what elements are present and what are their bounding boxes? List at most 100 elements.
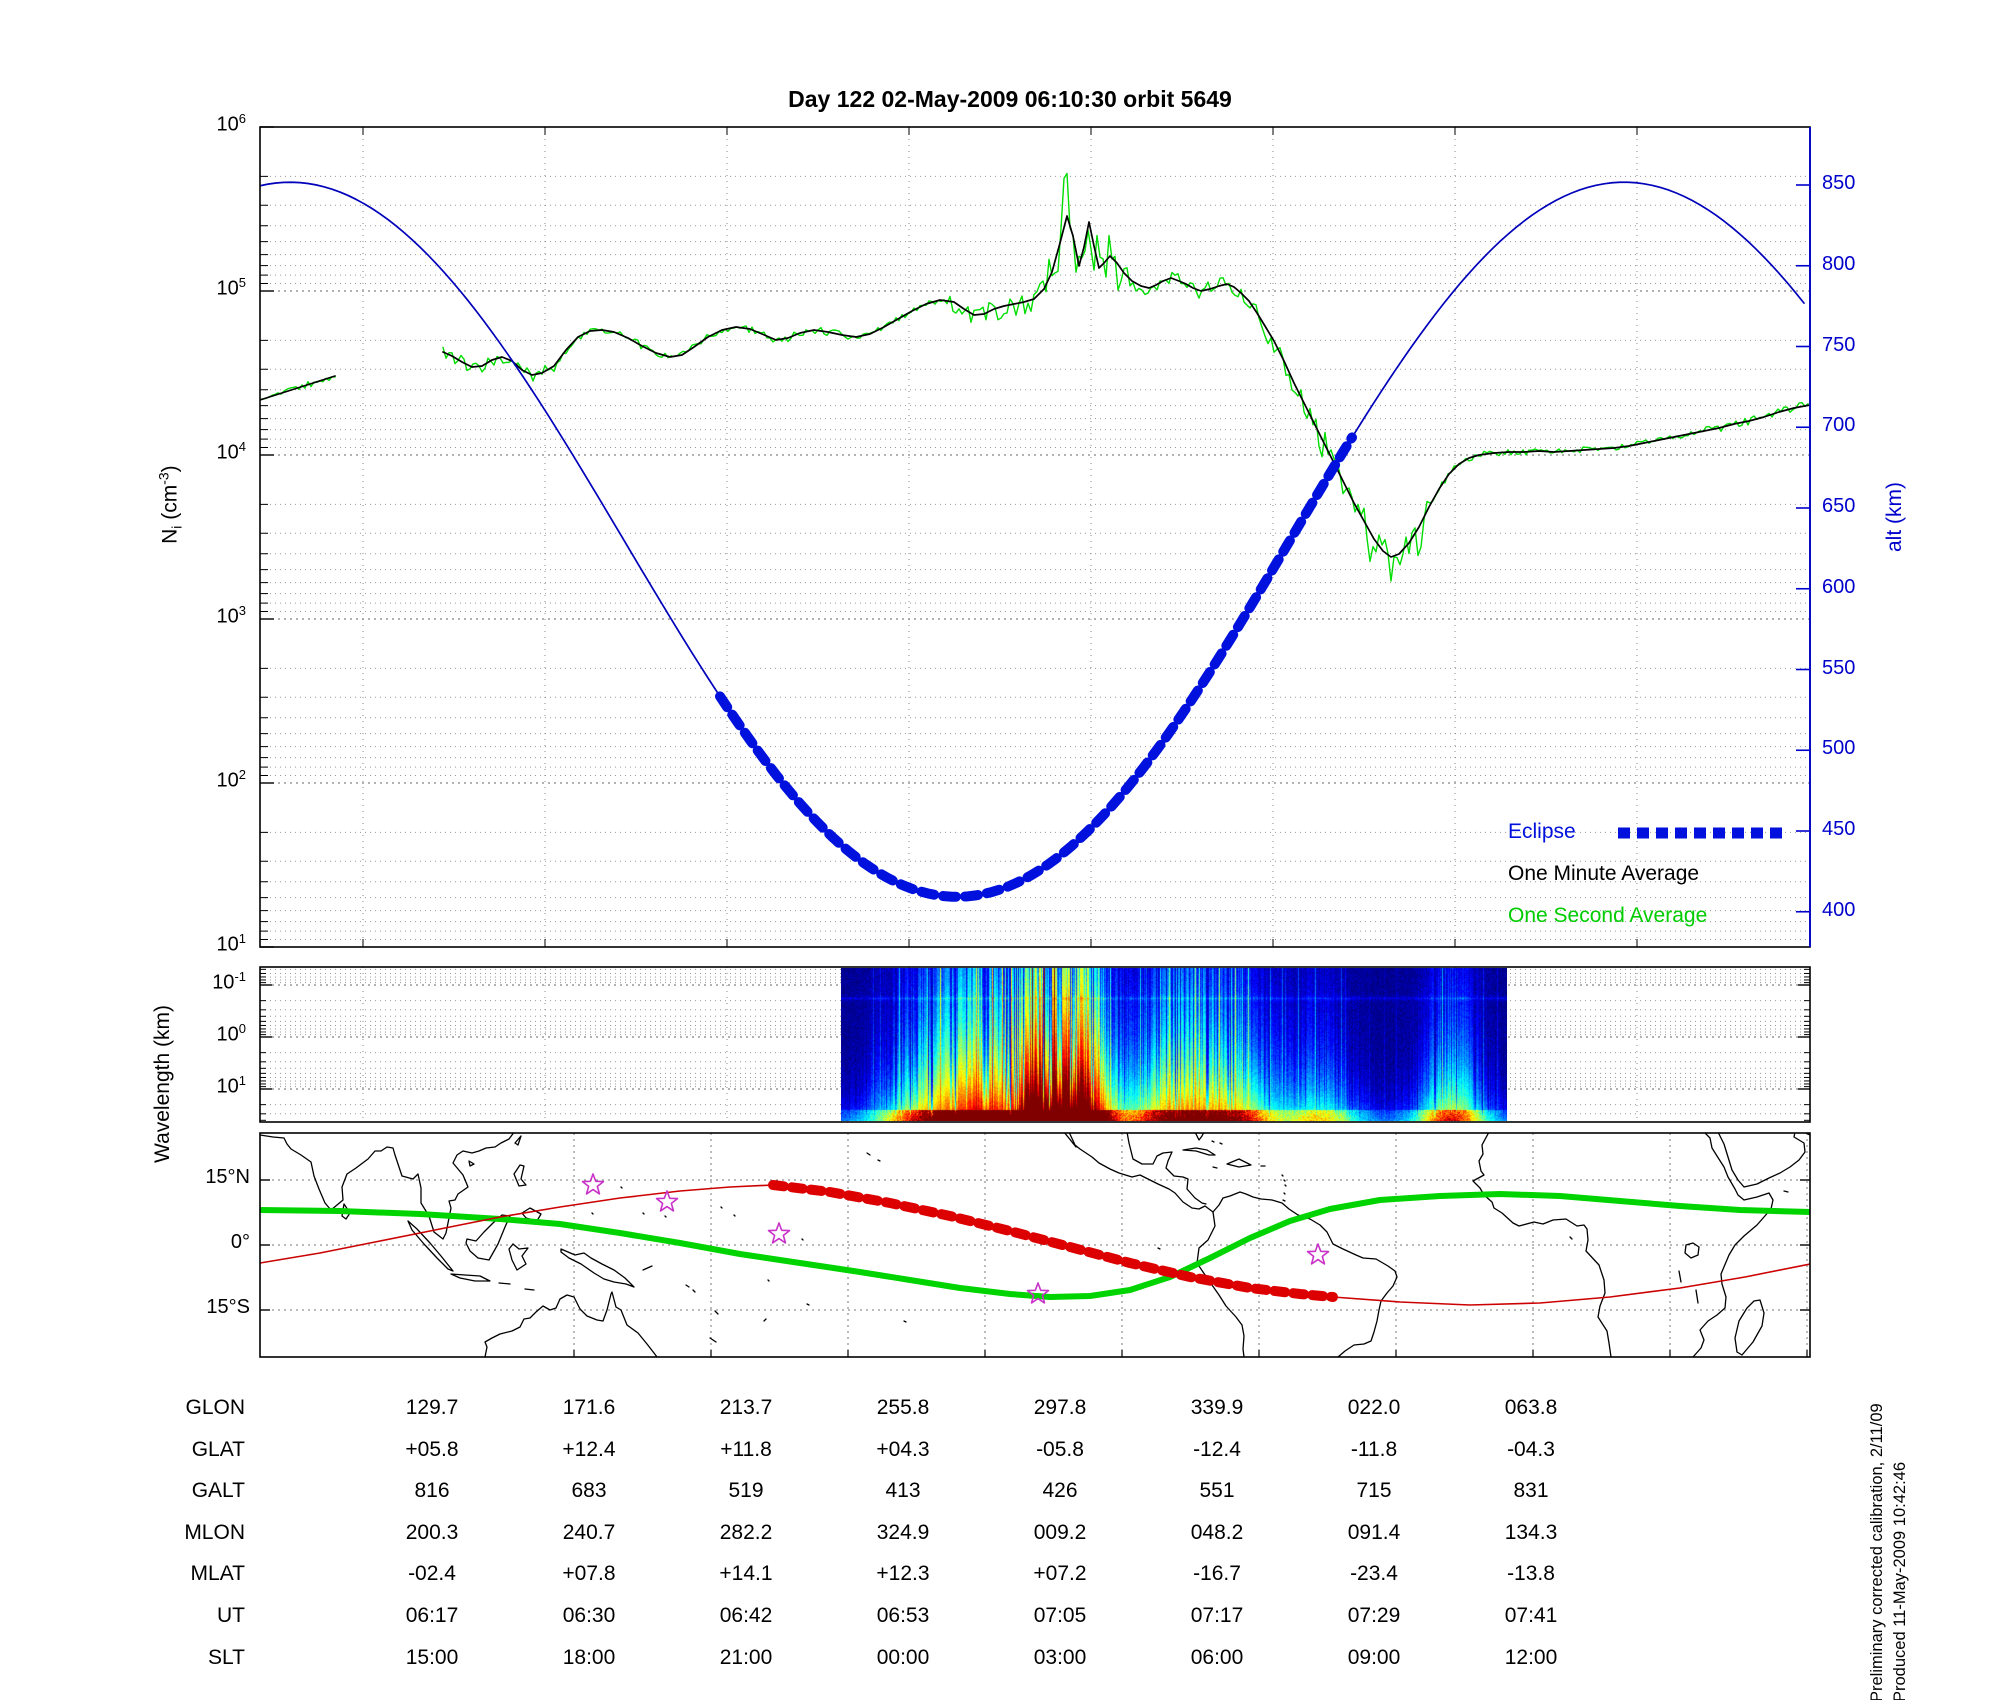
ni-tick-label: 102 (216, 767, 246, 792)
table-cell: 324.9 (876, 1521, 930, 1544)
ni-tick-label: 103 (216, 603, 246, 628)
coastline (1157, 1247, 1161, 1250)
coastline (642, 1265, 653, 1271)
coastline (1283, 1179, 1286, 1182)
table-cell: +04.3 (876, 1438, 930, 1461)
table-cell: 129.7 (405, 1396, 459, 1419)
coastline (521, 1207, 542, 1222)
map-lat-label: 0° (230, 1231, 250, 1253)
coastline (720, 1206, 723, 1209)
table-cell: 07:41 (1504, 1604, 1558, 1627)
table-cell: 06:17 (405, 1604, 459, 1627)
star-icon (581, 1173, 605, 1195)
legend-one-second-label: One Second Average (1508, 904, 1708, 927)
table-cell: 413 (885, 1479, 921, 1502)
table-cell: +12.4 (562, 1438, 616, 1461)
wavelength-panel-frame (259, 966, 1811, 1123)
alt-tick-label: 500 (1822, 737, 1856, 760)
coastline (767, 1279, 770, 1282)
table-cell: 15:00 (405, 1646, 459, 1669)
table-cell: 07:05 (1033, 1604, 1087, 1627)
ni-tick-label: 104 (216, 439, 246, 464)
coastline (1692, 1133, 1774, 1357)
magnetic-equator-line (260, 1191, 1810, 1300)
alt-tick-label: 400 (1822, 898, 1856, 921)
coastline (1068, 1133, 1214, 1213)
alt-tick-label: 650 (1822, 495, 1856, 517)
ni-axis-label-end: ) (158, 465, 182, 473)
coastline (866, 1152, 871, 1156)
orbit-track-eclipse-dashed (768, 1180, 1338, 1302)
table-cell: 282.2 (719, 1521, 773, 1544)
table-cell: +12.3 (876, 1562, 930, 1585)
coastline (524, 1288, 535, 1291)
table-cell: 00:00 (876, 1646, 930, 1669)
table-cell: 240.7 (562, 1521, 616, 1544)
table-cell: 06:53 (876, 1604, 930, 1627)
table-cell: +07.8 (562, 1562, 616, 1585)
table-cell: 683 (571, 1479, 607, 1502)
table-cell: 715 (1356, 1479, 1392, 1502)
wavelength-tick-label: 10-1 (212, 969, 246, 994)
coastline (642, 1212, 645, 1215)
coastline (903, 1320, 907, 1323)
table-cell: 339.9 (1190, 1396, 1244, 1419)
table-cell: 297.8 (1033, 1396, 1087, 1419)
ni-axis-label: Ni (cm-3) (155, 375, 184, 635)
coastline (465, 1214, 511, 1261)
coastline (591, 1212, 594, 1215)
table-cell: -05.8 (1036, 1438, 1084, 1461)
legend-eclipse-label: Eclipse (1508, 820, 1576, 843)
table-cell: 009.2 (1033, 1521, 1087, 1544)
coastline (1194, 1133, 1205, 1141)
coastline (1211, 1140, 1215, 1143)
wavelength-tick-label: 101 (216, 1073, 246, 1098)
alt-tick-label: 800 (1822, 252, 1856, 275)
page-title: Day 122 02-May-2009 06:10:30 orbit 5649 (788, 86, 1232, 112)
table-cell: -11.8 (1350, 1438, 1398, 1461)
coastline (450, 1273, 491, 1282)
coastline (514, 1135, 522, 1146)
coastline (1281, 1174, 1284, 1177)
table-cell: -13.8 (1507, 1562, 1555, 1585)
ni-tick-label: 105 (216, 275, 246, 300)
table-cell: 06:00 (1190, 1646, 1244, 1669)
coastline (1226, 1158, 1252, 1168)
coastline (733, 1214, 736, 1217)
ni-axis-label-sup: -3 (155, 472, 172, 485)
table-cell: 816 (414, 1479, 450, 1502)
orbit-track-line (1332, 1263, 1810, 1306)
coastline (1569, 1236, 1573, 1240)
alt-tick-label: 450 (1822, 818, 1856, 840)
ni-panel-frame (259, 126, 1811, 948)
coastline (260, 1133, 515, 1240)
table-cell: 07:17 (1190, 1604, 1244, 1627)
coastline (1472, 1133, 1612, 1357)
one-second-average-line (442, 172, 1809, 582)
star-icon (1026, 1282, 1050, 1304)
table-cell: 200.3 (405, 1521, 459, 1544)
table-cell: +14.1 (719, 1562, 773, 1585)
orbit-track-line (260, 1184, 774, 1264)
coastline (877, 1159, 881, 1162)
coastline (1734, 1299, 1765, 1356)
spectrogram-image (841, 968, 1507, 1121)
table-row-label: UT (217, 1604, 245, 1627)
table-cell: -23.4 (1350, 1562, 1398, 1585)
map-panel (259, 1132, 1811, 1358)
coastline (1717, 1133, 1806, 1188)
table-cell: 255.8 (876, 1396, 930, 1419)
table-row-label: GLAT (191, 1438, 245, 1461)
ni-tick-label: 106 (216, 111, 246, 136)
table-cell: 134.3 (1504, 1521, 1558, 1544)
altitude-line (260, 181, 1805, 898)
coastline (1678, 1270, 1682, 1283)
coastline (763, 1318, 767, 1322)
table-row-label: GALT (191, 1479, 245, 1502)
table-cell: 18:00 (562, 1646, 616, 1669)
coastline (1182, 1147, 1216, 1156)
wavelength-panel (259, 966, 1811, 1123)
ni-tick-label: 101 (216, 931, 246, 956)
legend-one-minute-label: One Minute Average (1508, 862, 1700, 885)
